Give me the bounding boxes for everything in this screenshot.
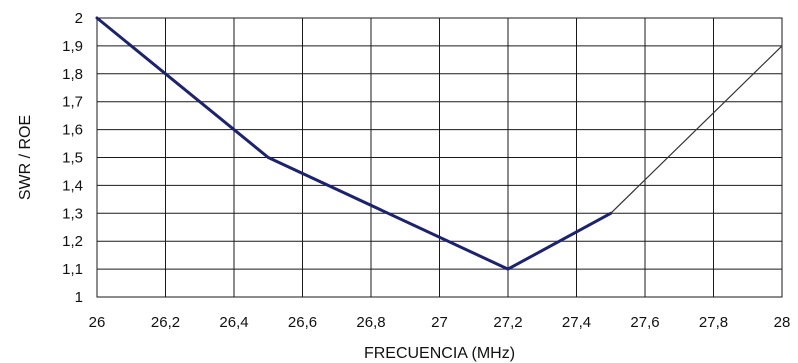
y-tick-label: 1,9 <box>62 38 83 55</box>
y-tick-labels: 1 1,1 1,2 1,3 1,4 1,5 1,6 1,7 1,8 1,9 2 <box>62 10 83 306</box>
x-tick-label: 26,8 <box>356 314 385 331</box>
x-tick-label: 27,6 <box>630 314 659 331</box>
y-tick-label: 1 <box>75 289 83 306</box>
swr-line-thin <box>610 45 783 214</box>
x-tick-label: 27 <box>431 314 448 331</box>
y-tick-label: 1,3 <box>62 205 83 222</box>
x-tick-label: 27,8 <box>699 314 728 331</box>
y-tick-label: 1,8 <box>62 66 83 83</box>
y-tick-label: 1,5 <box>62 150 83 167</box>
x-tick-label: 26 <box>89 314 106 331</box>
x-tick-label: 26,6 <box>288 314 317 331</box>
series-lines <box>95 16 783 271</box>
plot-frame <box>96 17 783 298</box>
grid-lines <box>96 17 783 298</box>
y-tick-label: 1,4 <box>62 177 83 194</box>
y-tick-label: 1,6 <box>62 122 83 139</box>
x-tick-label: 26,4 <box>219 314 248 331</box>
x-tick-label: 26,2 <box>151 314 180 331</box>
y-tick-label: 1,2 <box>62 233 83 250</box>
x-axis-title: FRECUENCIA (MHz) <box>364 345 515 362</box>
x-tick-label: 27,4 <box>562 314 591 331</box>
y-tick-label: 2 <box>75 10 83 27</box>
y-tick-label: 1,1 <box>62 261 83 278</box>
swr-line-thick <box>95 16 613 271</box>
x-tick-label: 28 <box>774 314 791 331</box>
y-tick-label: 1,7 <box>62 94 83 111</box>
y-axis-title: SWR / ROE <box>17 115 34 200</box>
x-tick-label: 27,2 <box>493 314 522 331</box>
x-tick-labels: 26 26,2 26,4 26,6 26,8 27 27,2 27,4 27,6 27,8 28 <box>89 314 791 331</box>
